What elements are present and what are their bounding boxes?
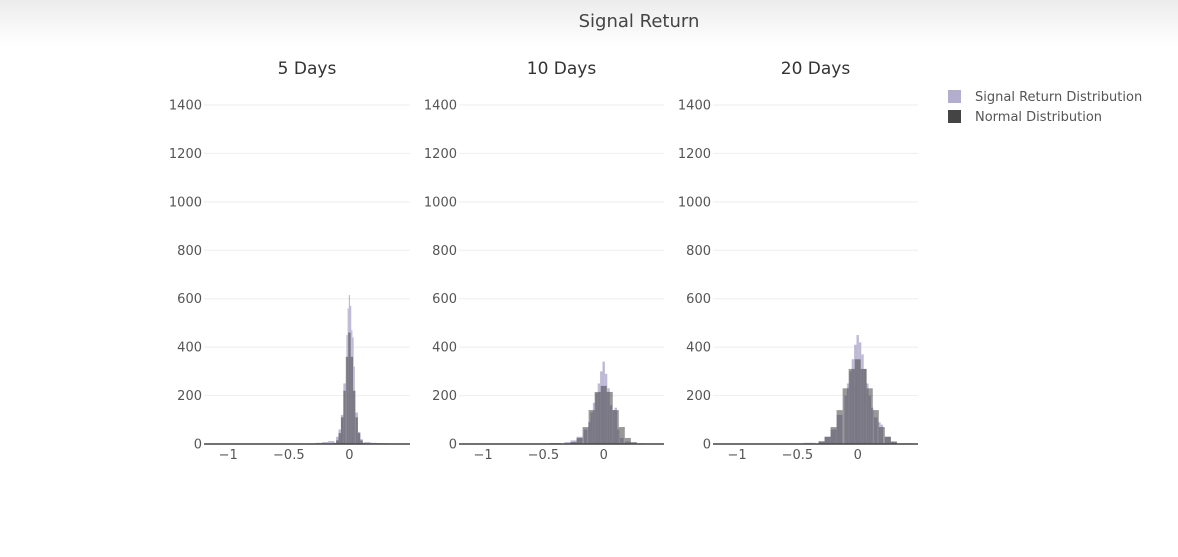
- y-tick-label: 400: [432, 341, 457, 356]
- y-tick-label: 600: [177, 292, 202, 307]
- y-tick-label: 600: [432, 292, 457, 307]
- normal-distribution-bar: [624, 437, 631, 444]
- legend-swatch: [948, 90, 961, 103]
- normal-distribution-bar: [345, 356, 349, 444]
- y-tick-label: 200: [432, 389, 457, 404]
- normal-distribution-bar: [343, 390, 346, 444]
- subplot-title: 20 Days: [781, 59, 851, 79]
- subplot-panel: 20 Days 0 200 400 600 800 1000 1200 1400 −1 −0.5 0: [678, 59, 918, 463]
- normal-distribution-bar: [612, 410, 619, 444]
- signal-return-bar: [564, 442, 571, 444]
- normal-distribution-bar: [618, 427, 625, 444]
- y-tick-label: 200: [177, 389, 202, 404]
- y-tick-label: 1200: [678, 147, 711, 162]
- normal-distribution-bar: [824, 436, 831, 444]
- signal-return-bar: [364, 442, 371, 444]
- x-tick-label: −0.5: [528, 448, 560, 463]
- normal-distribution-bar: [348, 332, 351, 444]
- normal-distribution-bar: [872, 410, 879, 444]
- y-tick-label: 800: [432, 244, 457, 259]
- subplot-panel: 10 Days 0 200 400 600 800 1000 1200 1400 −1 −0.5 0: [424, 59, 664, 463]
- normal-distribution-bar: [600, 385, 607, 444]
- y-tick-label: 1000: [424, 195, 457, 210]
- normal-distribution-bar: [594, 391, 601, 444]
- normal-distribution-bar: [878, 427, 885, 444]
- y-tick-label: 200: [686, 389, 711, 404]
- y-tick-label: 1000: [678, 195, 711, 210]
- legend[interactable]: Signal Return Distribution Normal Distrib…: [948, 90, 1142, 125]
- normal-distribution-bar: [582, 427, 589, 444]
- y-tick-label: 800: [177, 244, 202, 259]
- normal-distribution-bar: [854, 359, 861, 444]
- y-tick-label: 0: [703, 438, 711, 453]
- normal-distribution-bar: [890, 441, 897, 444]
- x-tick-label: 0: [345, 448, 353, 463]
- x-tick-label: −1: [219, 448, 238, 463]
- normal-distribution-bar: [848, 368, 855, 444]
- y-tick-label: 400: [177, 341, 202, 356]
- x-tick-label: −0.5: [273, 448, 305, 463]
- y-tick-label: 600: [686, 292, 711, 307]
- x-tick-label: −1: [728, 448, 747, 463]
- subplot-title: 10 Days: [527, 59, 597, 79]
- normal-distribution-bar: [357, 433, 361, 444]
- x-tick-label: 0: [600, 448, 608, 463]
- normal-distribution-bar: [576, 437, 583, 444]
- normal-distribution-bar: [606, 391, 613, 444]
- y-tick-label: 1400: [678, 99, 711, 114]
- normal-distribution-bar: [836, 410, 843, 444]
- normal-distribution-bar: [860, 368, 867, 444]
- normal-distribution-bar: [866, 388, 873, 444]
- normal-distribution-bar: [353, 390, 356, 444]
- subplot-panel: 5 Days 0 200 400 600 800 1000 1200 1400 −1 −0.5 0: [169, 59, 410, 463]
- normal-distribution-bar: [338, 433, 341, 444]
- y-tick-label: 800: [686, 244, 711, 259]
- legend-label: Normal Distribution: [975, 110, 1102, 125]
- y-tick-label: 0: [194, 438, 202, 453]
- x-tick-label: 0: [854, 448, 862, 463]
- normal-distribution-bar: [336, 440, 339, 444]
- y-tick-label: 1000: [169, 195, 202, 210]
- x-tick-label: −1: [474, 448, 493, 463]
- normal-distribution-bar: [818, 441, 825, 444]
- normal-distribution-bar: [355, 417, 358, 444]
- y-tick-label: 1400: [424, 99, 457, 114]
- normal-distribution-bar: [570, 442, 577, 444]
- y-tick-label: 1400: [169, 99, 202, 114]
- normal-distribution-bar: [588, 410, 595, 444]
- subplot-title: 5 Days: [278, 59, 337, 79]
- normal-distribution-bar: [830, 427, 837, 444]
- modebar-background: [0, 0, 1178, 46]
- x-tick-label: −0.5: [782, 448, 814, 463]
- normal-distribution-bar: [340, 417, 344, 444]
- y-tick-label: 1200: [169, 147, 202, 162]
- y-tick-label: 0: [449, 438, 457, 453]
- y-tick-label: 400: [686, 341, 711, 356]
- normal-distribution-bar: [842, 388, 849, 444]
- normal-distribution-bar: [630, 442, 637, 444]
- signal-return-bar: [322, 442, 329, 444]
- normal-distribution-bar: [360, 440, 363, 444]
- normal-distribution-bar: [350, 356, 354, 444]
- legend-swatch: [948, 110, 961, 123]
- y-tick-label: 1200: [424, 147, 457, 162]
- signal-return-bar: [328, 441, 335, 444]
- figure-title: Signal Return: [579, 11, 700, 32]
- normal-distribution-bar: [884, 436, 891, 444]
- legend-item[interactable]: Signal Return Distribution: [948, 90, 1142, 105]
- legend-label: Signal Return Distribution: [975, 90, 1142, 105]
- legend-item[interactable]: Normal Distribution: [948, 110, 1102, 125]
